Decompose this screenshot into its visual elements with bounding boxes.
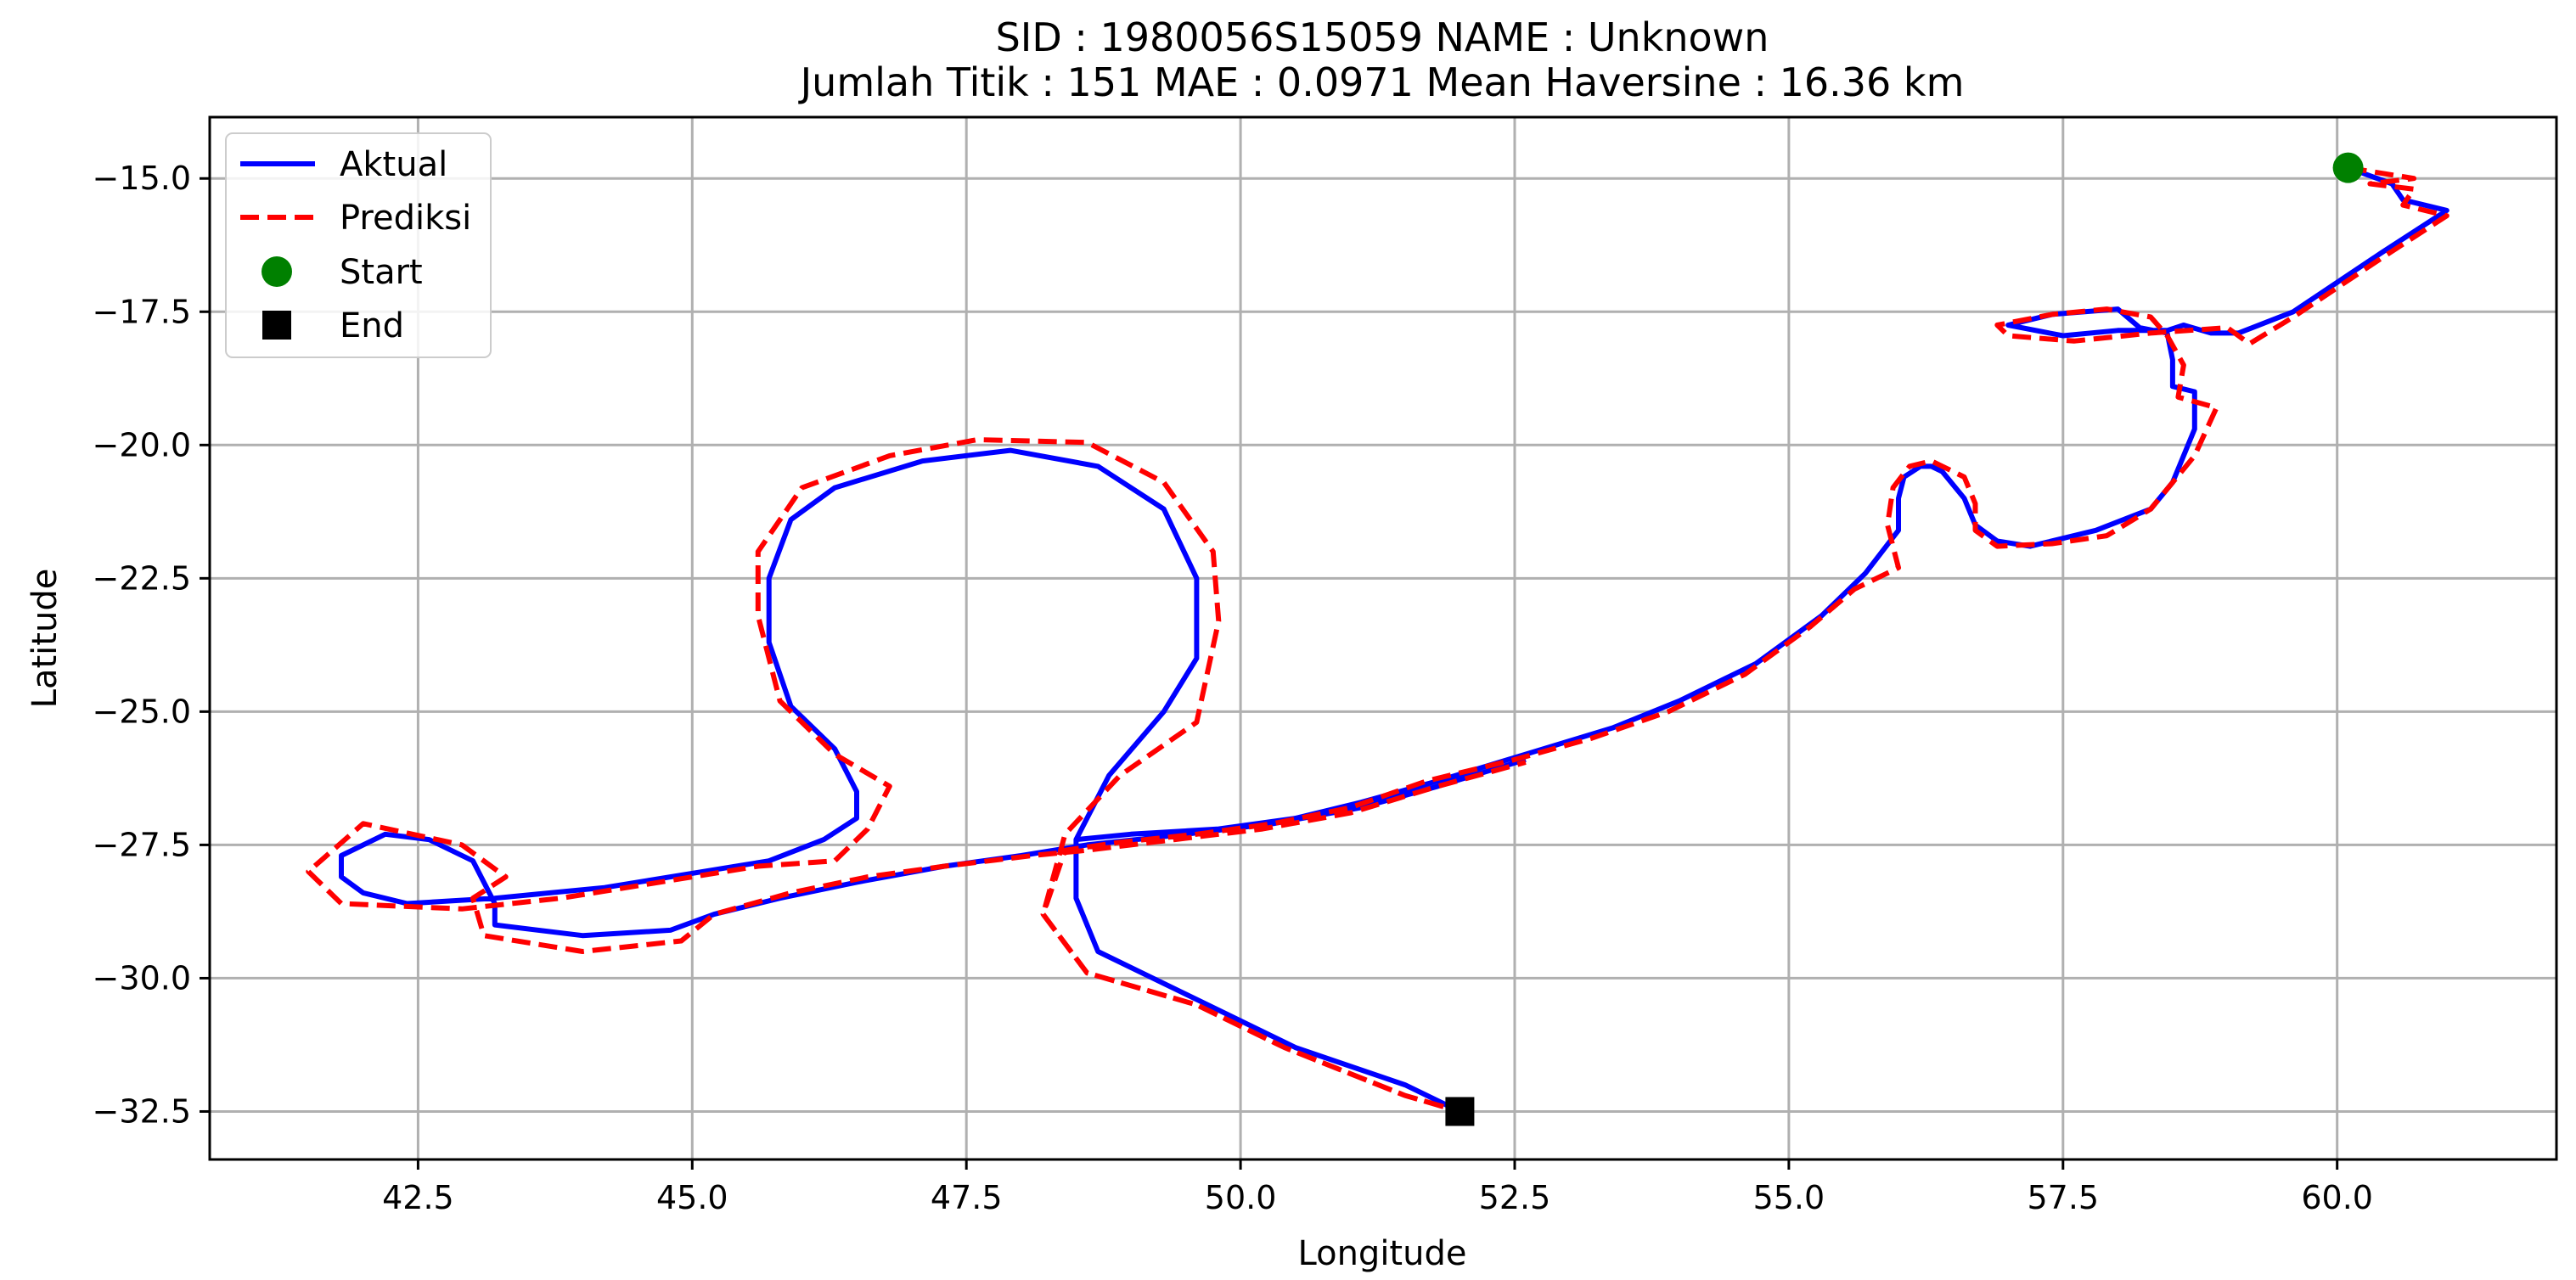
y-tick-label: −25.0 (93, 693, 191, 730)
y-tick-label: −22.5 (93, 559, 191, 597)
marker-end (1445, 1097, 1475, 1126)
x-tick-label: 45.0 (656, 1179, 728, 1216)
y-tick-label: −15.0 (93, 160, 191, 197)
y-tick-label: −32.5 (93, 1092, 191, 1130)
series-line-aktual (339, 165, 2449, 1114)
y-tick-label: −27.5 (93, 826, 191, 863)
x-tick-label: 60.0 (2301, 1179, 2373, 1216)
legend-label-aktual: Aktual (340, 145, 447, 184)
plot-area (306, 152, 2449, 1126)
series-line-prediksi (306, 165, 2449, 1114)
x-tick-label: 50.0 (1205, 1179, 1277, 1216)
x-tick-label: 52.5 (1479, 1179, 1551, 1216)
y-axis-label: Latitude (25, 569, 65, 709)
y-tick-label: −30.0 (93, 959, 191, 996)
y-tick-label: −20.0 (93, 426, 191, 463)
legend-box (225, 132, 492, 358)
x-tick-label: 57.5 (2027, 1179, 2099, 1216)
legend: Aktual Prediksi Start End (225, 132, 492, 358)
chart-title-line2: Jumlah Titik : 151 MAE : 0.0971 Mean Hav… (798, 59, 1965, 105)
legend-label-start: Start (340, 253, 423, 292)
legend-label-end: End (340, 306, 404, 345)
marker-start (2332, 152, 2364, 183)
x-axis-ticks: 42.5 45.0 47.5 50.0 52.5 55.0 57.5 60.0 (382, 1159, 2373, 1216)
y-tick-label: −17.5 (93, 293, 191, 330)
y-axis-ticks: −15.0 −17.5 −20.0 −22.5 −25.0 −27.5 −30.0 −32.5 (93, 160, 210, 1130)
x-axis-label: Longitude (1298, 1234, 1467, 1273)
chart-title-line1: SID : 1980056S15059 NAME : Unknown (996, 14, 1769, 60)
axes-frame (208, 115, 2558, 1161)
legend-swatch-start (262, 256, 292, 287)
legend-label-prediksi: Prediksi (340, 199, 471, 238)
x-tick-label: 42.5 (382, 1179, 454, 1216)
grid (210, 117, 2556, 1159)
x-tick-label: 47.5 (931, 1179, 1003, 1216)
legend-swatch-end (262, 311, 291, 340)
x-tick-label: 55.0 (1753, 1179, 1825, 1216)
